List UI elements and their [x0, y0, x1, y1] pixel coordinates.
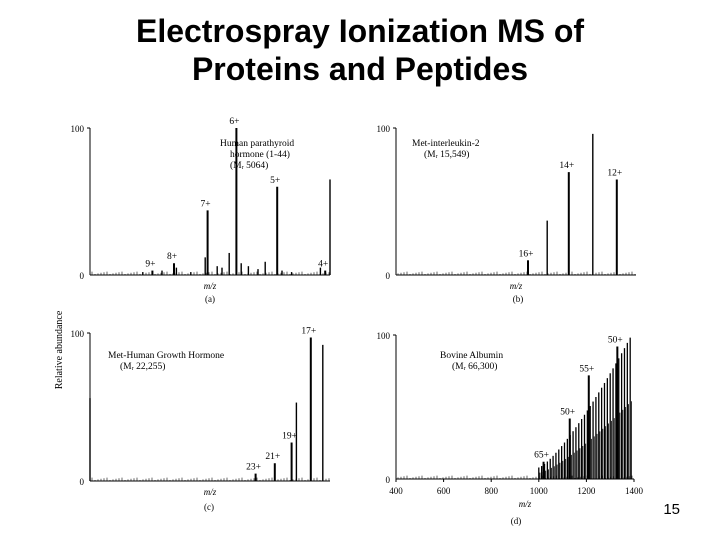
charge-state-label: 6+: [229, 117, 239, 127]
x-tick-label: 400: [389, 486, 403, 496]
spectrum-annotation: Bovine Albumin: [440, 351, 503, 361]
panel-label: (c): [204, 502, 214, 512]
spectrum-annotation: hormone (1-44): [230, 149, 290, 160]
charge-state-label: 50+: [608, 336, 623, 346]
x-tick-label: 1200: [577, 486, 596, 496]
y-tick-label: 100: [71, 329, 85, 339]
x-tick-label: 1000: [530, 486, 549, 496]
title-line-2: Proteins and Peptides: [191, 51, 529, 87]
y-tick-label: 100: [377, 124, 391, 134]
charge-state-label: 14+: [559, 161, 574, 171]
spectrum-annotation: Met-Human Growth Hormone: [108, 351, 224, 361]
panel-label: (d): [511, 516, 522, 526]
x-tick-label: 800: [484, 486, 498, 496]
spectrum-annotation: Human parathyroid: [220, 139, 294, 149]
x-tick-label: 600: [437, 486, 451, 496]
panel-label: (b): [513, 294, 524, 304]
baseline-noise: [91, 271, 330, 275]
charge-state-label: 23+: [246, 463, 261, 473]
spectrum-annotation: (Mᵣ 5064): [230, 160, 268, 171]
spectrum-panel-2: 100 0 m/z (b) Met-interleukin-2(Mᵣ 15,549) 16…: [377, 124, 636, 304]
charge-state-label: 5+: [270, 176, 280, 186]
baseline-noise: [397, 271, 636, 275]
y-tick-label: 0: [386, 475, 391, 485]
baseline-noise: [91, 477, 330, 481]
charge-state-label: 55+: [579, 364, 594, 374]
y-tick-label: 100: [71, 124, 85, 134]
charge-state-label: 9+: [145, 260, 155, 270]
charge-state-label: 4+: [318, 260, 328, 270]
page-number: 15: [663, 501, 680, 518]
y-tick-label: 0: [80, 477, 85, 487]
y-tick-label: 0: [80, 271, 85, 281]
charge-state-label: 19+: [282, 432, 297, 442]
x-axis-label: m/z: [204, 281, 217, 291]
charge-state-label: 17+: [301, 326, 316, 336]
charge-state-label: 8+: [167, 252, 177, 262]
x-axis-label: m/z: [510, 281, 523, 291]
spectrum-panel-3: 100 0 m/z (c) Met-Human Growth Hormone(Mᵣ 22…: [71, 326, 330, 512]
spectrum-annotation: (Mᵣ 15,549): [424, 149, 469, 160]
charge-state-label: 7+: [201, 199, 211, 209]
charge-state-label: 16+: [519, 249, 534, 259]
spectrum-annotation: Met-interleukin-2: [412, 139, 480, 149]
x-axis-label: m/z: [204, 487, 217, 497]
spectrum-annotation: (Mᵣ 22,255): [120, 361, 165, 372]
charge-state-label: 21+: [265, 452, 280, 462]
slide-title: Electrospray Ionization MS of Proteins a…: [0, 12, 720, 88]
x-axis-label: m/z: [519, 499, 532, 509]
y-tick-label: 0: [386, 271, 391, 281]
title-line-1: Electrospray Ionization MS of: [135, 13, 585, 49]
spectrum-annotation: (Mᵣ 66,300): [452, 361, 497, 372]
x-tick-label: 1400: [625, 486, 644, 496]
panel-label: (a): [205, 294, 215, 304]
charge-state-label: 65+: [534, 451, 549, 461]
charge-state-label: 50+: [560, 408, 575, 418]
charge-state-label: 12+: [607, 168, 622, 178]
shared-ylabel: Relative abundance: [54, 310, 65, 389]
y-tick-label: 100: [377, 331, 391, 341]
